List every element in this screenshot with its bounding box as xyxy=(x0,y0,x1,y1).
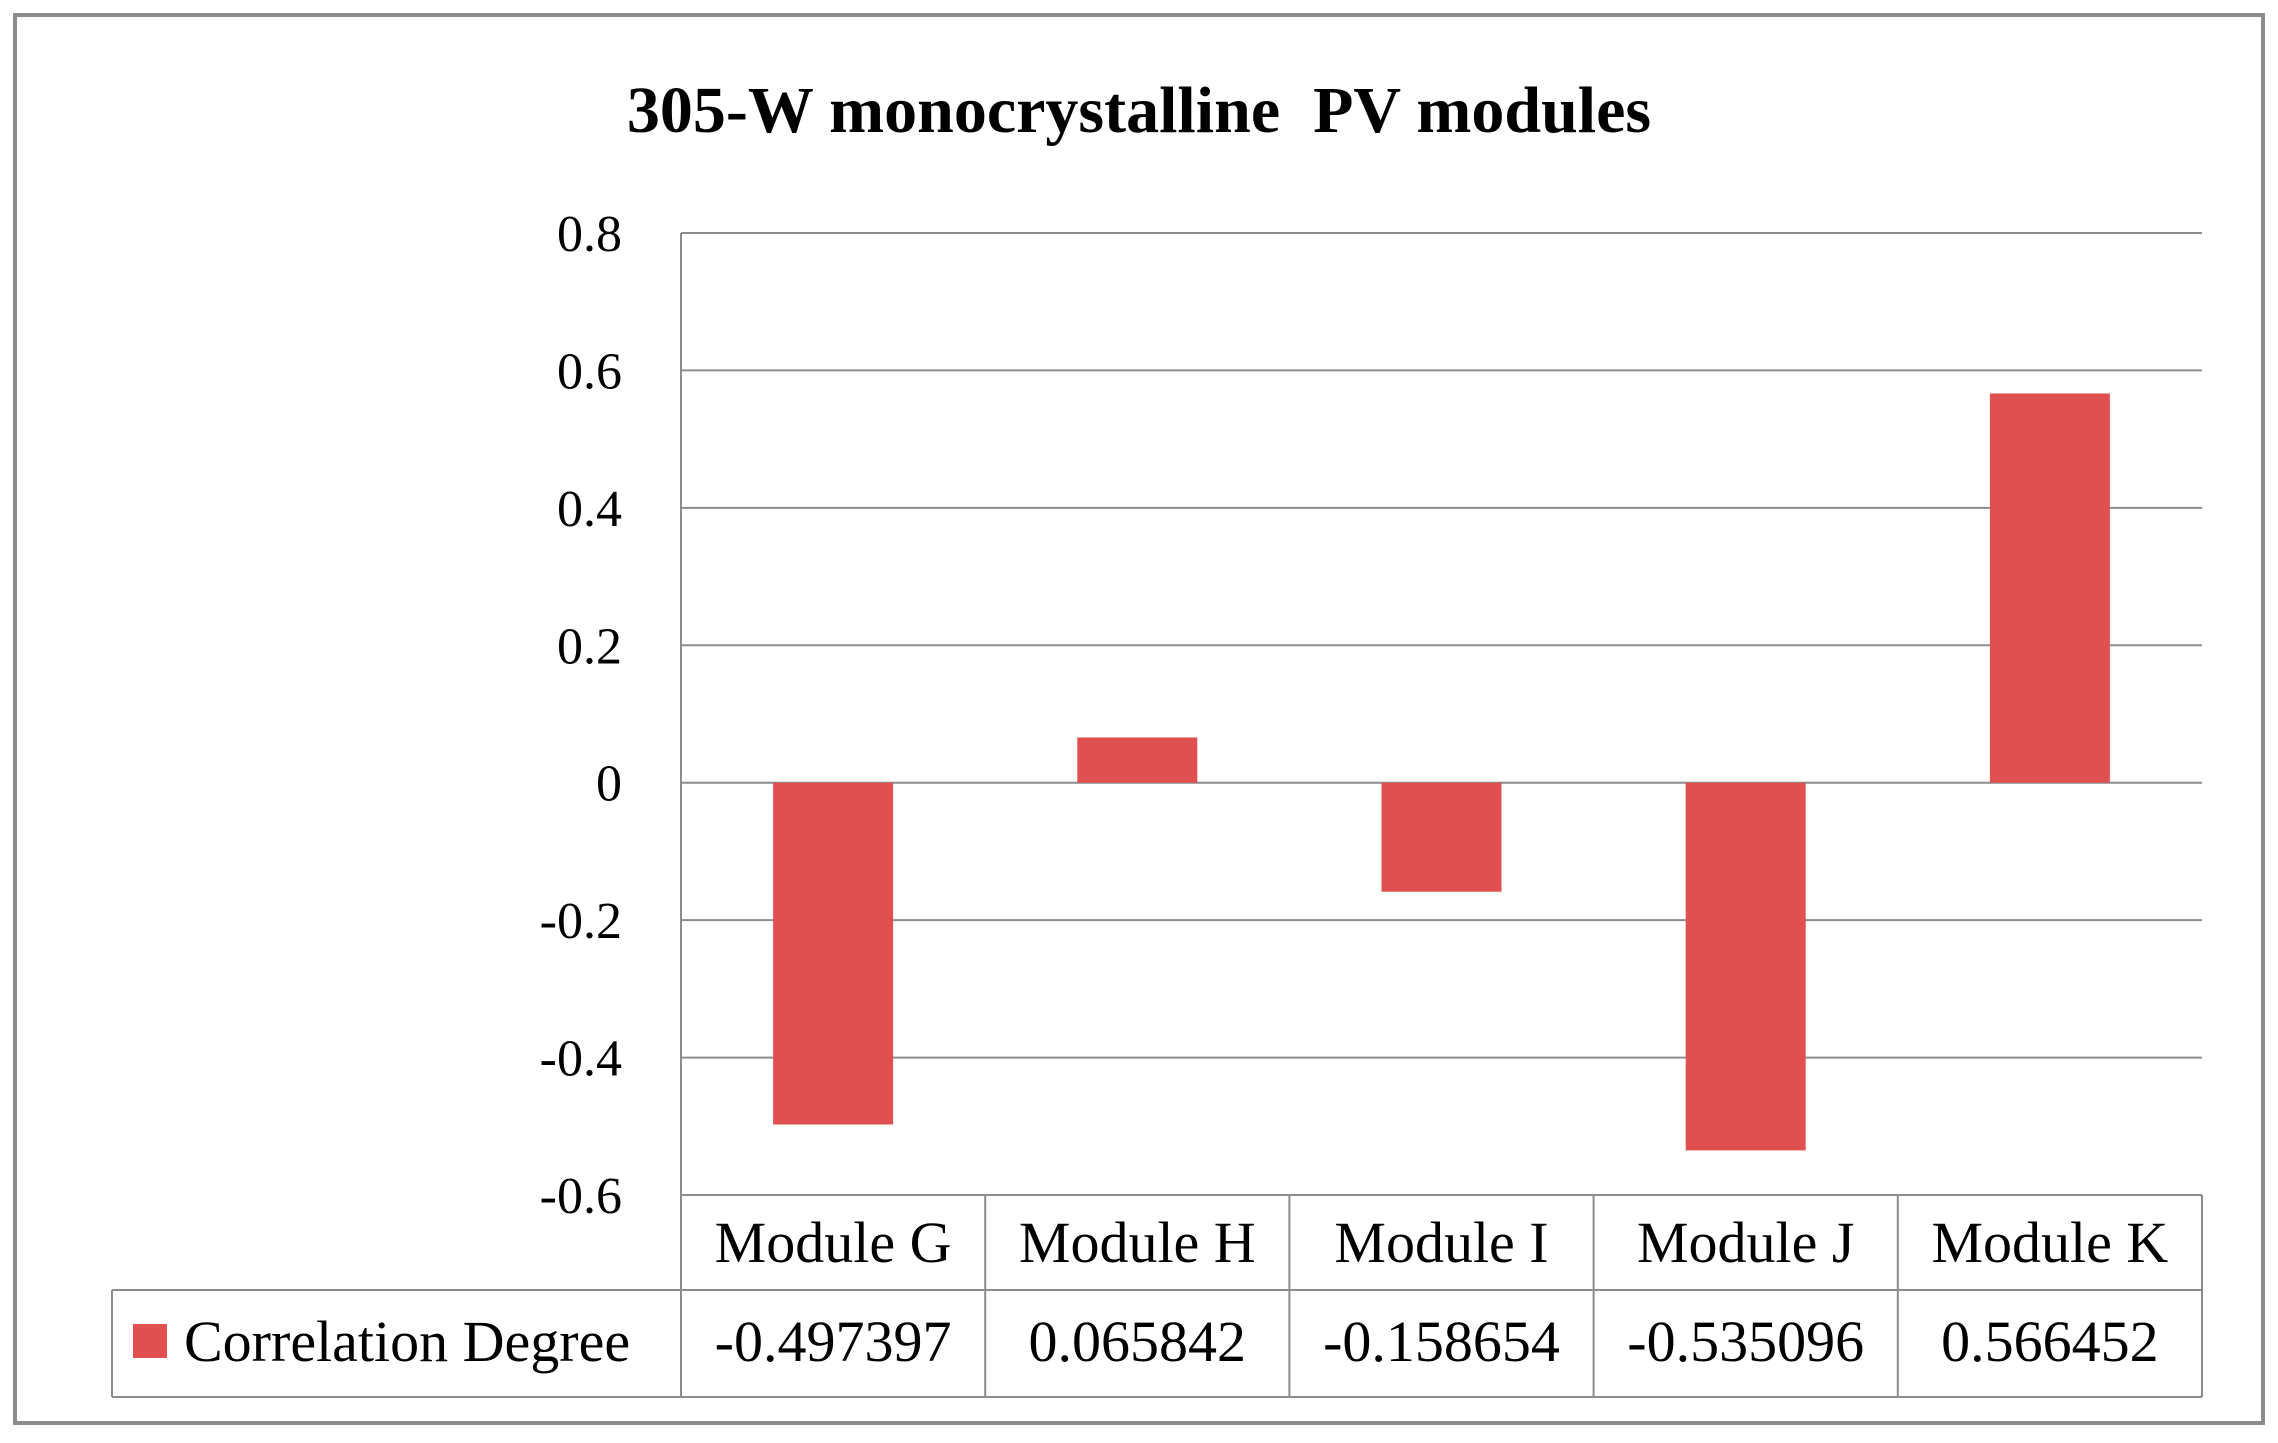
x-category-label: Module K xyxy=(1931,1210,2168,1275)
bar-module-g xyxy=(773,782,894,1125)
data-table-value: -0.497397 xyxy=(715,1309,952,1374)
y-tick-label: -0.4 xyxy=(540,1031,622,1088)
data-table-value: -0.158654 xyxy=(1323,1309,1560,1374)
y-tick-label: 0 xyxy=(596,756,622,813)
chart-title: 305-W monocrystalline PV modules xyxy=(627,74,1651,147)
y-tick-label: -0.2 xyxy=(540,893,622,950)
x-category-label: Module J xyxy=(1637,1210,1855,1275)
x-category-label: Module I xyxy=(1334,1210,1548,1275)
bar-module-j xyxy=(1685,782,1806,1151)
bar-module-i xyxy=(1381,782,1502,892)
bar-module-k xyxy=(1989,393,2110,783)
bar-module-h xyxy=(1077,737,1198,783)
y-tick-label: 0.2 xyxy=(557,618,622,675)
data-table: Module G -0.497397 Module H 0.065842 Module … xyxy=(111,1194,2203,1398)
y-tick-label: -0.6 xyxy=(540,1168,622,1225)
legend-swatch xyxy=(133,1324,167,1358)
data-table-value: -0.535096 xyxy=(1627,1309,1864,1374)
y-tick-label: 0.8 xyxy=(557,206,622,263)
chart-frame xyxy=(13,13,2265,1425)
bars xyxy=(773,393,2110,1151)
y-tick-label: 0.4 xyxy=(557,481,622,538)
data-table-value: 0.566452 xyxy=(1941,1309,2159,1374)
data-table-value: 0.065842 xyxy=(1029,1309,1247,1374)
y-axis-tick-labels: 0.8 0.6 0.4 0.2 0 -0.2 -0.4 -0.6 xyxy=(540,206,622,1225)
x-category-label: Module H xyxy=(1019,1210,1256,1275)
x-category-label: Module G xyxy=(715,1210,952,1275)
legend-series-name: Correlation Degree xyxy=(184,1309,630,1374)
y-tick-label: 0.6 xyxy=(557,343,622,400)
